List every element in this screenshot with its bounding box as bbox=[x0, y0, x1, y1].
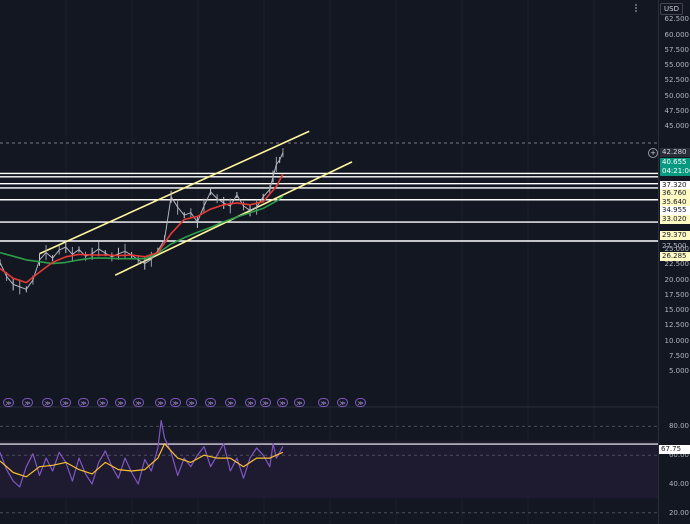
price-label: 26.285 bbox=[660, 252, 690, 261]
price-label: 34.955 bbox=[660, 206, 690, 215]
oscillator-tick: 60.00 bbox=[668, 451, 689, 460]
chart-canvas[interactable] bbox=[0, 0, 658, 524]
price-tick: 7.500 bbox=[668, 352, 689, 361]
event-arrows-icon[interactable]: ≫ bbox=[260, 398, 271, 407]
price-tick: 5.000 bbox=[668, 367, 689, 376]
currency-selector[interactable]: USD bbox=[660, 3, 683, 15]
price-tick: 17.500 bbox=[664, 290, 690, 299]
price-label: 40.655 bbox=[660, 158, 690, 167]
price-tick: 52.500 bbox=[664, 76, 690, 85]
price-label: 27.500 bbox=[662, 242, 687, 250]
price-tick: 15.000 bbox=[664, 306, 690, 315]
oscillator-value-label: 67.75 bbox=[659, 445, 690, 454]
event-arrows-icon[interactable]: ≫ bbox=[97, 398, 108, 407]
event-arrows-icon[interactable]: ≫ bbox=[277, 398, 288, 407]
price-line bbox=[0, 152, 284, 290]
price-label: 35.640 bbox=[660, 198, 690, 207]
event-arrows-icon[interactable]: ≫ bbox=[133, 398, 144, 407]
price-label: 42.280 bbox=[660, 148, 690, 157]
event-arrows-icon[interactable]: ≫ bbox=[205, 398, 216, 407]
price-label: 33.020 bbox=[660, 215, 690, 224]
event-arrows-icon[interactable]: ≫ bbox=[294, 398, 305, 407]
event-arrows-icon[interactable]: ≫ bbox=[78, 398, 89, 407]
oscillator-band bbox=[0, 440, 658, 499]
price-tick: 25.000 bbox=[664, 244, 690, 253]
event-arrows-icon[interactable]: ≫ bbox=[155, 398, 166, 407]
event-arrows-icon[interactable]: ≫ bbox=[245, 398, 256, 407]
price-tick: 62.500 bbox=[664, 15, 690, 24]
price-label: 04:21:06 bbox=[660, 167, 690, 176]
oscillator-tick: 20.00 bbox=[668, 508, 689, 517]
price-tick: 60.000 bbox=[664, 30, 690, 39]
price-label: 29.370 bbox=[660, 231, 690, 240]
event-arrows-icon[interactable]: ≫ bbox=[355, 398, 366, 407]
price-tick: 55.000 bbox=[664, 61, 690, 70]
event-arrows-icon[interactable]: ≫ bbox=[60, 398, 71, 407]
price-scale[interactable]: 62.500 60.000 57.500 55.000 52.500 50.000 47.5… bbox=[658, 0, 690, 524]
ma-red-line bbox=[0, 173, 284, 284]
price-label: 37.320 bbox=[660, 181, 690, 190]
price-tick: 22.500 bbox=[664, 260, 690, 269]
event-arrows-icon[interactable]: ≫ bbox=[170, 398, 181, 407]
oscillator-tick: 80.00 bbox=[668, 422, 689, 431]
dots-vertical-icon[interactable] bbox=[632, 4, 640, 13]
price-tick: 47.500 bbox=[664, 107, 690, 116]
price-tick: 57.500 bbox=[664, 45, 690, 54]
event-arrows-icon[interactable]: ≫ bbox=[337, 398, 348, 407]
ma-green-line bbox=[0, 195, 284, 265]
oscillator-tick: 40.00 bbox=[668, 480, 689, 488]
price-tick: 12.500 bbox=[664, 321, 690, 330]
oscillator-line bbox=[0, 420, 284, 488]
event-arrows-icon[interactable]: ≫ bbox=[22, 398, 33, 407]
price-tick: 20.000 bbox=[664, 275, 690, 284]
event-arrows-icon[interactable]: ≫ bbox=[186, 398, 197, 407]
event-arrows-icon[interactable]: ≫ bbox=[3, 398, 14, 407]
oscillator-signal-line bbox=[0, 443, 284, 478]
channel-upper-line bbox=[39, 130, 310, 255]
event-arrows-icon[interactable]: ≫ bbox=[115, 398, 126, 407]
event-arrows-icon[interactable]: ≫ bbox=[318, 398, 329, 407]
price-label: 36.760 bbox=[660, 189, 690, 198]
price-tick: 10.000 bbox=[664, 336, 690, 345]
event-arrows-icon[interactable]: ≫ bbox=[225, 398, 236, 407]
event-arrows-icon[interactable]: ≫ bbox=[42, 398, 53, 407]
plus-circle-icon[interactable]: + bbox=[648, 148, 658, 158]
price-tick: 45.000 bbox=[664, 122, 690, 131]
price-tick: 50.000 bbox=[664, 91, 690, 100]
